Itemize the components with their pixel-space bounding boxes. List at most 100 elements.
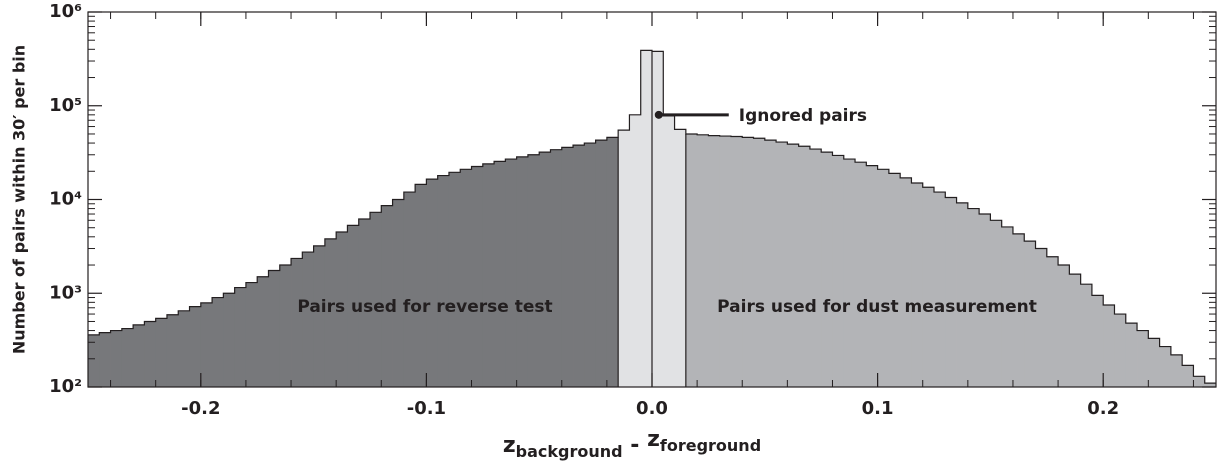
bar [144,321,157,387]
bar [223,293,236,387]
y-tick-label: 10⁶ [49,1,82,22]
bar [1159,346,1172,387]
x-axis-label-subscript: foreground [660,436,761,455]
bar [257,276,269,387]
annotation-text: Ignored pairs [739,106,867,126]
bar [832,155,845,387]
x-tick-label: 0.2 [1087,398,1119,419]
bar [212,297,224,387]
bar [1193,376,1206,387]
bar [1001,226,1014,387]
bar [798,146,811,387]
bar [166,314,179,387]
bar [663,115,675,387]
bar [527,154,540,387]
x-tick-label: -0.1 [407,398,446,419]
bar [618,130,630,387]
x-tick-label: 0.1 [862,398,894,419]
bar [1058,265,1070,387]
region-label: Pairs used for dust measurement [717,297,1037,317]
bar [324,238,337,387]
y-axis-label: Number of pairs within 30′ per bin [10,45,29,354]
bar [697,134,709,387]
bar [426,179,439,387]
bar [494,161,506,387]
bar [291,258,303,387]
bar [471,166,484,387]
bar [448,172,461,387]
bar [1069,274,1082,387]
bar [764,140,777,387]
bar [121,328,134,387]
x-axis-label-part: z [503,433,516,458]
bar [482,163,495,387]
y-tick-label: 10⁵ [49,95,82,116]
bar [787,144,800,387]
bar [99,332,111,387]
bar [437,175,450,387]
bar [979,214,991,387]
bar [110,330,123,387]
bar [866,165,878,387]
y-tick-label: 10⁴ [49,189,82,210]
bar [415,184,427,387]
bar [742,137,754,387]
bar [539,152,551,387]
bar [911,182,924,387]
bar [573,145,585,387]
bar [516,156,529,387]
region-label: Pairs used for reverse test [297,297,552,317]
bar [730,136,743,387]
bar [652,51,664,387]
bar [708,135,721,387]
bar [460,169,472,387]
bar [200,302,213,387]
bar [1182,365,1194,387]
x-axis-label: zbackground - zforeground [503,427,761,461]
bar [855,162,867,387]
bar [1046,256,1059,387]
histogram-outline [88,49,1216,384]
bar [1035,248,1048,387]
bar [1012,233,1025,387]
bar [1080,284,1093,387]
x-axis-label-part: z [647,427,660,452]
bar [1091,295,1104,387]
bar [934,192,946,387]
bar [922,187,935,387]
bar [606,137,619,387]
bar [561,147,574,387]
bar [403,192,416,387]
bar [1137,330,1149,387]
bar [279,265,292,387]
bar [877,169,890,387]
x-tick-label: 0.0 [636,398,668,419]
bar [945,197,957,387]
bar [888,173,901,387]
bar [505,159,518,387]
bar [381,205,393,387]
bar [189,306,202,387]
bar [843,159,856,387]
bar [719,136,732,387]
bar [990,220,1003,387]
bar [1204,383,1217,387]
bar [809,149,822,387]
bar [1170,354,1183,387]
bar [1125,323,1138,387]
bar [629,114,642,387]
bar [313,245,326,387]
bar [347,225,360,387]
bar [302,252,314,387]
bar [967,208,980,387]
bar [155,318,168,387]
bar [640,50,653,387]
bar [753,138,766,387]
bar [776,142,788,387]
bar [268,270,281,387]
bar [358,218,371,387]
bar [392,199,405,387]
bar [821,152,833,387]
bar [1148,338,1160,387]
bar [245,282,258,387]
